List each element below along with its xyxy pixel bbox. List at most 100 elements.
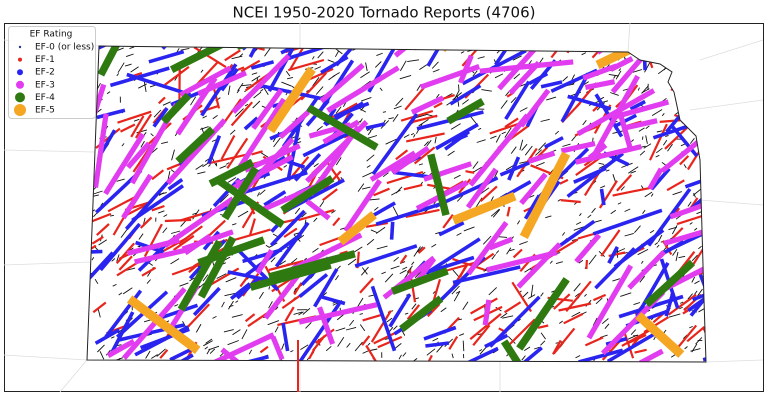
track [259,189,266,196]
track [126,267,136,271]
track [360,71,370,79]
track [418,163,423,166]
track [224,49,241,62]
legend-label: EF-3 [35,80,55,90]
track [150,133,154,137]
track [578,259,584,264]
track [425,341,450,348]
track [337,337,345,347]
track [400,60,407,72]
track [370,310,392,343]
track [618,68,622,72]
track [402,266,408,270]
track [492,209,501,218]
track [373,187,390,197]
track [156,348,166,357]
track [562,143,571,147]
track [365,122,386,130]
track [592,317,598,326]
track [500,100,508,109]
track [519,151,571,239]
track [672,248,678,256]
track [366,154,375,162]
track [284,306,295,322]
track [669,194,706,220]
track [258,291,264,300]
track [382,172,389,178]
track [393,325,398,331]
track [121,173,153,220]
track [582,63,618,81]
track [438,221,465,237]
track [395,97,404,107]
track [278,110,311,140]
track [232,329,241,336]
track [376,245,388,250]
track [406,304,421,320]
track [436,93,440,99]
track [151,354,158,359]
track [163,214,168,217]
track [647,167,664,191]
track [319,201,325,208]
track [451,285,460,295]
track [599,188,606,206]
track [634,348,647,354]
track [645,135,648,144]
track [125,53,134,58]
track [528,72,549,86]
track [667,293,697,316]
track [451,268,460,278]
track [130,115,145,138]
track [606,329,661,362]
track [639,150,646,156]
track [588,254,597,265]
track [586,264,634,340]
track [393,256,399,262]
track [361,267,368,275]
track [691,254,698,262]
track [229,129,236,135]
track [117,110,152,124]
track [267,320,280,326]
track [370,285,397,352]
track [165,118,227,186]
track [179,65,232,98]
track [106,338,136,358]
track [555,261,563,265]
track [316,125,323,131]
track [375,200,446,226]
track [339,250,348,255]
track [388,293,412,328]
track [206,355,269,362]
track [556,252,561,254]
track [134,113,153,139]
track [399,269,407,275]
track [118,255,133,271]
track [347,258,357,266]
track [573,166,607,184]
track [418,119,429,127]
track [668,226,678,231]
track [183,233,212,256]
track [92,113,109,188]
track [657,234,663,243]
track [175,126,216,165]
track [367,130,372,136]
track [690,348,701,352]
track [212,115,218,120]
track [244,313,256,323]
track [303,257,307,261]
track [391,267,449,295]
track [220,134,236,160]
track [638,127,645,132]
track [87,251,115,296]
track [268,286,271,290]
map-title: NCEI 1950-2020 Tornado Reports (4706) [233,4,536,22]
track [117,62,125,73]
track [300,344,309,350]
track [672,225,678,235]
track [557,199,561,202]
track [446,97,485,125]
track [388,117,394,120]
